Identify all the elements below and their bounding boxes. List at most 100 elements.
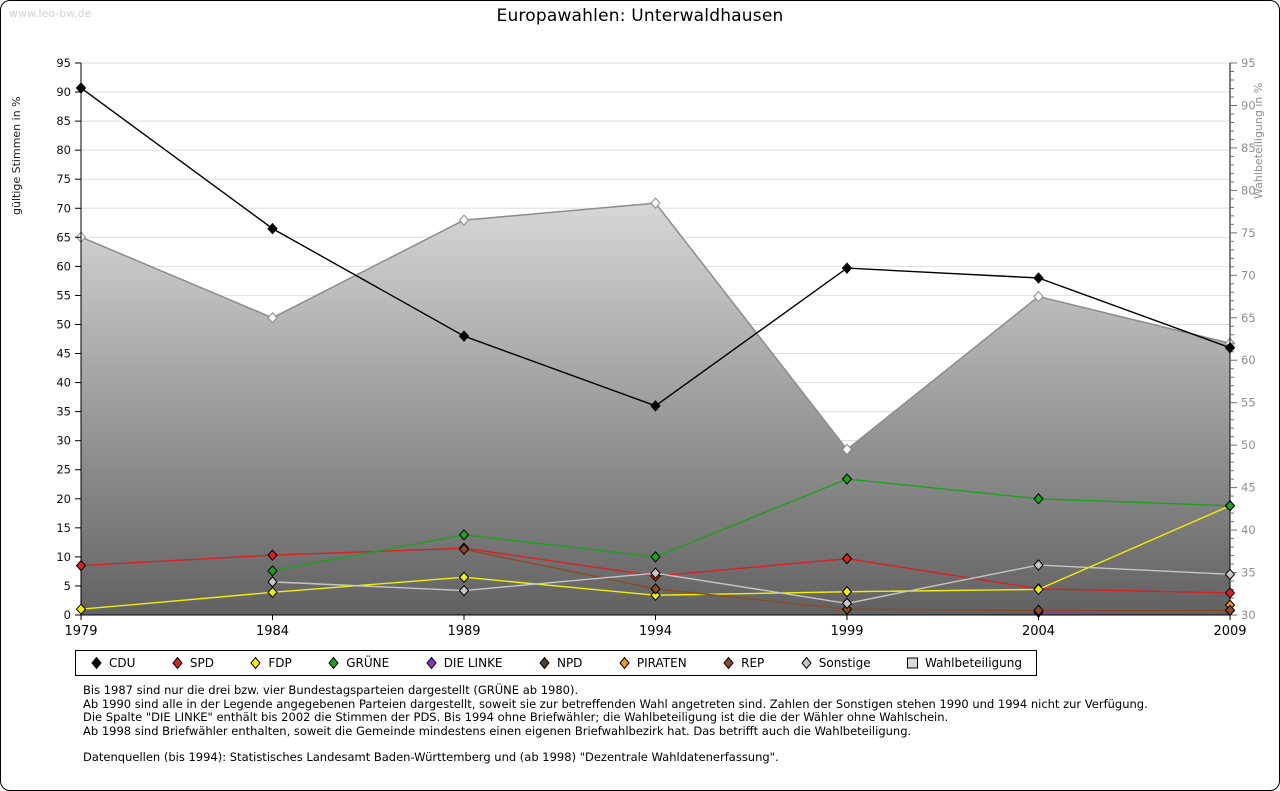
- left-tick-label: 15: [56, 521, 71, 535]
- series-marker-sonstige: [650, 567, 661, 579]
- left-tick-label: 25: [56, 463, 71, 477]
- page-title: Europawahlen: Unterwaldhausen: [496, 6, 784, 26]
- footnote-line: Bis 1987 sind nur die drei bzw. vier Bun…: [83, 683, 579, 697]
- legend-label: Wahlbeteiligung: [925, 656, 1022, 670]
- year-label: 1994: [639, 624, 672, 639]
- series-marker-fdp: [458, 571, 470, 583]
- series-marker-cdu: [75, 82, 87, 94]
- left-axis-label: gültige Stimmen in %: [10, 96, 23, 215]
- right-tick-label: 50: [1241, 438, 1256, 452]
- year-label: 1984: [256, 624, 289, 639]
- year-label: 1979: [64, 624, 97, 639]
- rep-marker-icon: [723, 656, 734, 670]
- year-label: 1989: [447, 624, 480, 639]
- series-marker-cdu: [1033, 272, 1044, 284]
- right-tick-label: 75: [1241, 226, 1256, 240]
- left-tick-label: 95: [56, 56, 71, 70]
- left-tick-label: 55: [56, 288, 71, 302]
- footnote-line: Die Spalte "DIE LINKE" enthält bis 2002 …: [83, 710, 949, 725]
- grüne-marker-icon: [328, 656, 339, 670]
- series-marker-cdu: [650, 400, 661, 412]
- series-marker-sonstige: [1224, 568, 1236, 581]
- year-label: 2004: [1022, 624, 1055, 639]
- legend-label: Sonstige: [818, 656, 871, 670]
- left-tick-label: 85: [56, 114, 71, 128]
- legend-label: REP: [741, 656, 765, 670]
- right-tick-label: 30: [1241, 608, 1256, 622]
- left-tick-label: 75: [56, 172, 71, 186]
- legend-item-piraten: PIRATEN: [618, 656, 687, 670]
- series-marker-rep: [1033, 604, 1044, 617]
- series-marker-spd: [75, 559, 87, 572]
- left-tick-label: 20: [56, 492, 71, 506]
- footnotes: Bis 1987 sind nur die drei bzw. vier Bun…: [83, 683, 1148, 765]
- series-marker-cdu: [458, 330, 470, 342]
- legend-item-rep: REP: [722, 656, 764, 670]
- series-marker-fdp: [650, 589, 661, 601]
- participation-marker: [650, 197, 661, 209]
- legend: CDU SPD FDP GRÜNE DIE LINKE NPD PIRATEN REP Sons…: [75, 650, 1037, 676]
- right-tick-label: 60: [1241, 353, 1256, 367]
- legend-item-grüne: GRÜNE: [327, 656, 389, 670]
- left-tick-label: 0: [64, 608, 71, 622]
- series-marker-fdp: [1033, 583, 1044, 596]
- legend-label: FDP: [268, 656, 292, 670]
- sonstige-marker-icon: [801, 656, 812, 670]
- series-marker-cdu: [267, 222, 278, 235]
- left-tick-label: 30: [56, 434, 71, 448]
- series-marker-spd: [841, 552, 853, 565]
- legend-item-spd: SPD: [171, 656, 214, 670]
- series-marker-fdp: [75, 603, 87, 615]
- series-marker-rep: [458, 543, 470, 556]
- footnote-line: Ab 1990 sind alle in der Legende angegeb…: [83, 696, 1148, 711]
- series-marker-grüne: [650, 551, 661, 563]
- watermark: www.leo-bw.de: [9, 7, 92, 20]
- right-tick-label: 55: [1241, 396, 1256, 410]
- series-marker-spd: [1224, 587, 1236, 599]
- series-line-grüne: [272, 478, 1231, 572]
- series-marker-cdu: [1224, 341, 1236, 354]
- footnote-line: Ab 1998 sind Briefwähler enthalten, sowe…: [83, 723, 912, 738]
- participation-marker: [267, 312, 278, 324]
- left-tick-label: 80: [56, 143, 71, 157]
- die-linke-marker-icon: [426, 656, 437, 670]
- left-tick-label: 45: [56, 347, 71, 361]
- left-tick-label: 5: [64, 579, 71, 593]
- fdp-marker-icon: [250, 656, 262, 670]
- year-label: 1999: [830, 624, 863, 639]
- right-tick-label: 45: [1241, 481, 1256, 495]
- legend-item-wahlbeteiligung: Wahlbeteiligung: [906, 656, 1022, 670]
- right-tick-label: 40: [1241, 523, 1256, 537]
- legend-label: NPD: [556, 656, 583, 670]
- wahlbeteiligung-marker-icon: [907, 657, 919, 669]
- legend-item-fdp: FDP: [249, 656, 292, 670]
- series-marker-spd: [267, 549, 278, 561]
- series-marker-sonstige: [841, 597, 853, 610]
- legend-label: DIE LINKE: [443, 656, 503, 670]
- left-tick-label: 10: [56, 550, 71, 564]
- right-tick-label: 70: [1241, 268, 1256, 282]
- series-marker-grüne: [1033, 493, 1044, 505]
- legend-label: CDU: [109, 656, 136, 670]
- series-marker-grüne: [267, 565, 278, 577]
- right-tick-label: 85: [1241, 141, 1256, 155]
- legend-item-sonstige: Sonstige: [800, 656, 871, 670]
- series-marker-cdu: [841, 262, 853, 274]
- right-tick-label: 35: [1241, 566, 1256, 580]
- legend-label: GRÜNE: [346, 656, 390, 670]
- legend-item-npd: NPD: [538, 656, 582, 670]
- cdu-marker-icon: [91, 656, 102, 670]
- participation-marker: [458, 214, 470, 226]
- series-marker-rep: [841, 603, 853, 615]
- npd-marker-icon: [539, 656, 550, 670]
- piraten-marker-icon: [619, 656, 630, 670]
- year-label: 2009: [1213, 624, 1246, 639]
- series-marker-grüne: [1224, 500, 1236, 512]
- election-chart: 0 5 10 15 20 25 30 35 40 45 50 55 60 65 70 75 80 85 90 95 30…: [56, 56, 1256, 639]
- series-marker-fdp: [841, 586, 853, 598]
- legend-item-die-linke: DIE LINKE: [425, 656, 503, 670]
- right-tick-label: 80: [1241, 183, 1256, 197]
- series-marker-grüne: [458, 529, 470, 541]
- left-tick-label: 50: [56, 317, 71, 331]
